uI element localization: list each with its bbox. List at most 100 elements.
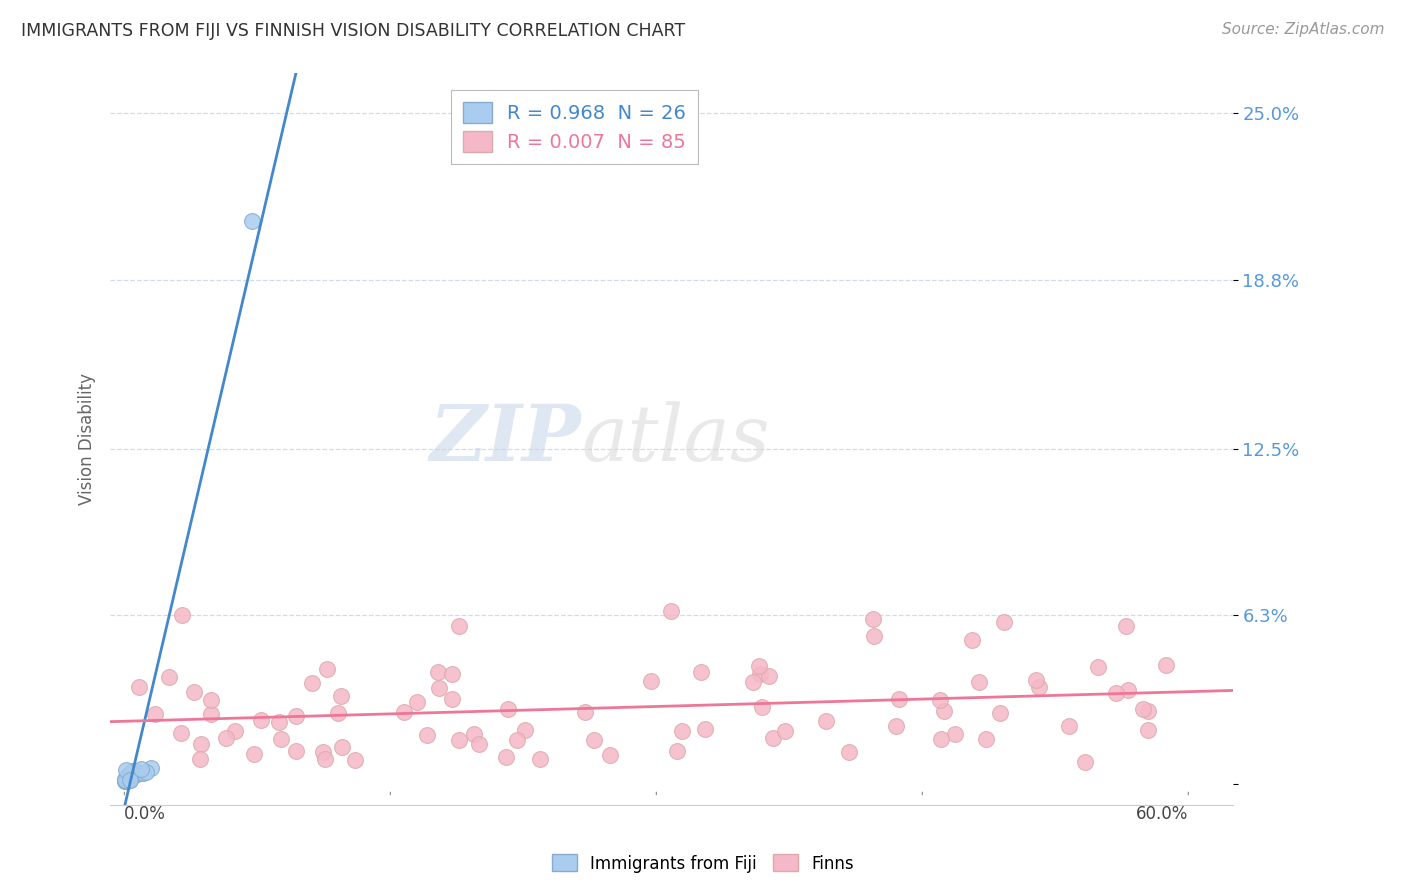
Point: [131, 766, 153, 780]
Point: [449, 733, 471, 747]
Legend: R = 0.968  N = 26, R = 0.007  N = 85: R = 0.968 N = 26, R = 0.007 N = 85: [451, 90, 697, 163]
Point: [574, 705, 596, 719]
Point: [1136, 723, 1159, 738]
Point: [1115, 618, 1137, 632]
Point: [117, 769, 139, 783]
Y-axis label: Vision Disability: Vision Disability: [79, 373, 96, 505]
Point: [1116, 683, 1139, 698]
Point: [758, 669, 780, 683]
Point: [114, 772, 136, 786]
Point: [775, 723, 797, 738]
Point: [328, 706, 350, 721]
Point: [315, 662, 337, 676]
Text: ZIP: ZIP: [430, 401, 582, 477]
Text: Source: ZipAtlas.com: Source: ZipAtlas.com: [1222, 22, 1385, 37]
Point: [215, 731, 238, 745]
Point: [838, 745, 860, 759]
Point: [243, 747, 266, 761]
Point: [862, 612, 884, 626]
Point: [495, 750, 517, 764]
Point: [1025, 673, 1047, 687]
Point: [301, 675, 323, 690]
Point: [190, 737, 212, 751]
Point: [463, 727, 485, 741]
Point: [934, 704, 956, 718]
Point: [117, 773, 139, 788]
Point: [330, 739, 353, 754]
Point: [141, 761, 163, 775]
Point: [1028, 680, 1050, 694]
Point: [120, 767, 142, 781]
Point: [128, 680, 150, 694]
Point: [666, 744, 689, 758]
Point: [887, 692, 910, 706]
Point: [118, 771, 141, 785]
Point: [742, 675, 765, 690]
Point: [125, 764, 148, 778]
Point: [124, 768, 146, 782]
Point: [748, 659, 770, 673]
Point: [582, 733, 605, 747]
Point: [863, 629, 886, 643]
Point: [406, 695, 429, 709]
Point: [1059, 719, 1081, 733]
Point: [929, 731, 952, 746]
Point: [671, 724, 693, 739]
Point: [496, 702, 519, 716]
Point: [993, 615, 1015, 629]
Point: [416, 728, 439, 742]
Point: [468, 737, 491, 751]
Point: [1136, 704, 1159, 718]
Point: [943, 727, 966, 741]
Point: [240, 213, 263, 227]
Point: [599, 747, 621, 762]
Point: [748, 667, 770, 681]
Point: [200, 706, 222, 721]
Point: [440, 666, 463, 681]
Point: [314, 752, 336, 766]
Point: [762, 731, 785, 745]
Text: IMMIGRANTS FROM FIJI VS FINNISH VISION DISABILITY CORRELATION CHART: IMMIGRANTS FROM FIJI VS FINNISH VISION D…: [21, 22, 685, 40]
Point: [117, 768, 139, 782]
Point: [967, 675, 990, 690]
Point: [751, 699, 773, 714]
Point: [976, 731, 998, 746]
Point: [426, 665, 449, 680]
Point: [513, 723, 536, 738]
Point: [135, 764, 157, 779]
Point: [118, 773, 141, 788]
Point: [440, 692, 463, 706]
Point: [505, 732, 527, 747]
Point: [815, 714, 838, 728]
Point: [121, 764, 143, 778]
Point: [1154, 657, 1177, 672]
Point: [143, 706, 166, 721]
Point: [962, 633, 984, 648]
Point: [285, 744, 308, 758]
Point: [529, 752, 551, 766]
Point: [115, 774, 138, 789]
Point: [170, 607, 193, 622]
Point: [269, 714, 291, 729]
Point: [224, 723, 246, 738]
Point: [884, 719, 907, 733]
Text: atlas: atlas: [582, 401, 770, 477]
Point: [183, 684, 205, 698]
Point: [929, 693, 952, 707]
Point: [114, 774, 136, 789]
Point: [427, 681, 450, 695]
Point: [131, 762, 153, 776]
Point: [1073, 755, 1095, 769]
Point: [659, 605, 682, 619]
Point: [1132, 702, 1154, 716]
Point: [115, 773, 138, 788]
Point: [169, 725, 191, 739]
Point: [250, 713, 273, 727]
Point: [200, 692, 222, 706]
Point: [122, 767, 145, 781]
Point: [115, 764, 138, 778]
Text: 0.0%: 0.0%: [124, 805, 166, 823]
Legend: Immigrants from Fiji, Finns: Immigrants from Fiji, Finns: [546, 847, 860, 880]
Point: [114, 774, 136, 789]
Point: [330, 689, 353, 703]
